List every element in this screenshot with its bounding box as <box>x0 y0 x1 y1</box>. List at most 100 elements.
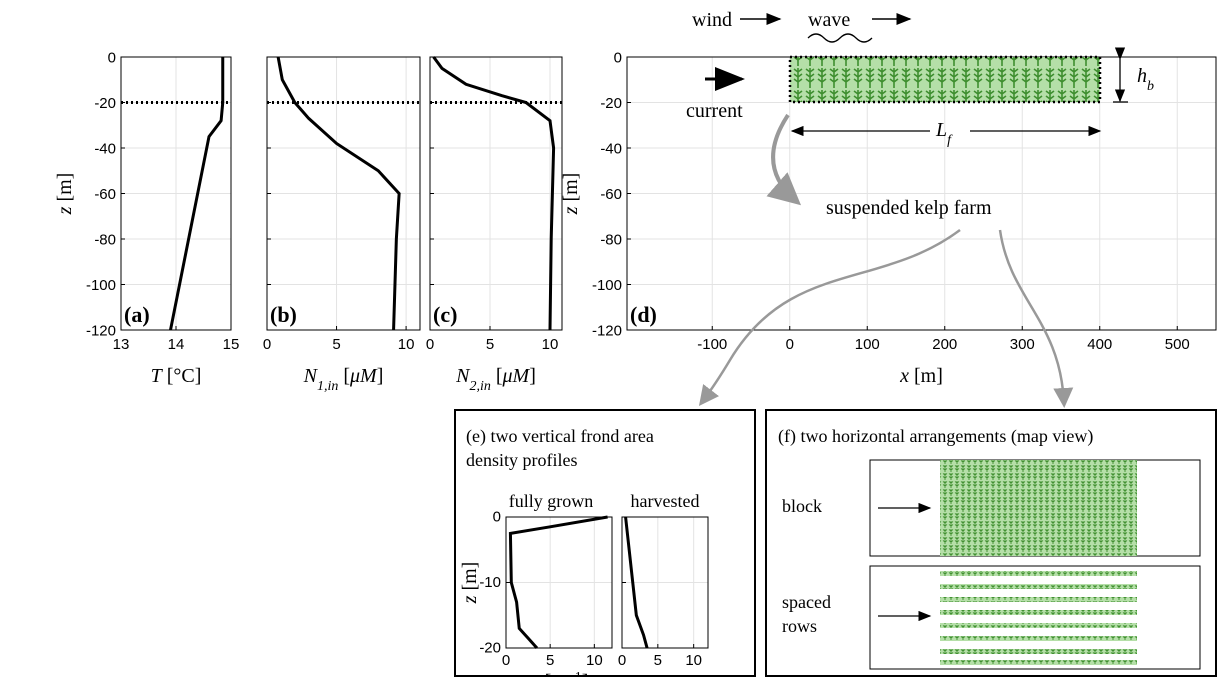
y-tick-label: -80 <box>94 231 116 248</box>
x-axis-label: T [°C] <box>151 365 202 387</box>
x-tick-label: 14 <box>168 336 185 353</box>
y-tick-label: 0 <box>614 49 622 66</box>
x-tick-label: 300 <box>1010 336 1035 353</box>
label-part: [°C] <box>162 365 202 387</box>
label-part: −1 <box>567 670 582 677</box>
label-part: T <box>151 365 164 387</box>
label-part: [m] <box>459 562 481 596</box>
block-farm <box>940 460 1137 556</box>
wave-label: wave <box>808 9 850 31</box>
label-part: [m] <box>560 173 582 207</box>
label-part: ] <box>377 365 384 387</box>
label-part: z <box>54 206 76 215</box>
axes-box <box>429 56 563 331</box>
label-part: [m] <box>54 173 76 207</box>
lf-label: Lf <box>935 119 953 148</box>
e-title: density profiles <box>466 450 577 470</box>
axes-box <box>120 56 232 331</box>
y-tick-label: -20 <box>479 640 501 657</box>
label-part: ] <box>582 671 589 677</box>
profile-line <box>276 56 401 331</box>
x-tick-label: 10 <box>542 336 559 353</box>
label-part: [ <box>338 365 350 387</box>
kelp-farm <box>788 55 1102 104</box>
label-part: ] <box>529 365 536 387</box>
label-part: μM <box>502 365 531 387</box>
y-tick-label: -100 <box>592 277 622 294</box>
x-tick-label: 5 <box>332 336 340 353</box>
x-tick-label: 0 <box>618 652 626 669</box>
panel-f-box <box>765 409 1217 677</box>
label-part: x <box>899 365 909 387</box>
x-tick-label: 400 <box>1087 336 1112 353</box>
panel-e-box <box>454 409 756 677</box>
x-tick-label: 15 <box>223 336 240 353</box>
panel-label: (d) <box>630 302 657 327</box>
label-part: N <box>455 365 471 387</box>
label-part: z <box>459 595 481 604</box>
hb-label: hb <box>1137 65 1154 94</box>
x-tick-label: 0 <box>263 336 271 353</box>
y-axis-label: z [m] <box>459 562 481 605</box>
label-part: a <box>530 671 540 677</box>
farm-label: suspended kelp farm <box>826 197 992 219</box>
y-tick-label: -80 <box>600 231 622 248</box>
farm-arrow <box>766 113 802 206</box>
x-tick-label: 0 <box>502 652 510 669</box>
x-tick-label: 10 <box>685 652 702 669</box>
y-tick-label: -40 <box>600 140 622 157</box>
label-part: 2,in <box>469 379 490 394</box>
label-part: [m] <box>909 365 943 387</box>
label-part: 1,in <box>317 379 338 394</box>
chart-title: fully grown <box>509 491 594 511</box>
x-axis-label: a [m−1] <box>530 670 589 677</box>
label-part: N <box>303 365 319 387</box>
y-axis-label: z [m] <box>54 173 76 216</box>
x-tick-label: 500 <box>1165 336 1190 353</box>
panel-label: (b) <box>270 302 297 327</box>
axes-box <box>505 516 613 649</box>
rows-label: spaced <box>782 592 831 612</box>
f-title: (f) two horizontal arrangements (map vie… <box>778 426 1093 447</box>
y-axis-label: z [m] <box>560 173 582 216</box>
y-tick-label: -10 <box>479 574 501 591</box>
label-part: h <box>1137 65 1147 87</box>
label-part: [m <box>540 671 568 677</box>
profile-line <box>508 515 608 650</box>
rows-label: rows <box>782 616 817 636</box>
wave-squiggle <box>807 33 873 43</box>
y-tick-label: 0 <box>493 509 501 526</box>
y-tick-label: 0 <box>108 49 116 66</box>
link-e <box>698 228 961 406</box>
rows <box>940 571 1137 665</box>
x-axis-label: x [m] <box>899 365 943 387</box>
x-tick-label: 5 <box>546 652 554 669</box>
x-tick-label: 10 <box>398 336 415 353</box>
x-tick-label: 0 <box>426 336 434 353</box>
y-tick-label: -60 <box>94 186 116 203</box>
label-part: L <box>935 119 947 141</box>
y-tick-label: -60 <box>600 186 622 203</box>
y-tick-label: -20 <box>94 95 116 112</box>
y-tick-label: -100 <box>86 277 116 294</box>
panel-label: (c) <box>433 302 457 327</box>
y-tick-label: -120 <box>86 322 116 339</box>
panel-label: (a) <box>124 302 150 327</box>
x-tick-label: 5 <box>654 652 662 669</box>
block-label: block <box>782 496 822 516</box>
profile-line <box>432 56 556 331</box>
x-axis-label: N1,in [μM] <box>303 365 384 394</box>
e-title: (e) two vertical frond area <box>466 426 654 447</box>
label-part: μM <box>349 365 378 387</box>
label-part: z <box>560 206 582 215</box>
profile-line <box>624 516 649 649</box>
current-label: current <box>686 100 743 122</box>
x-tick-label: 100 <box>855 336 880 353</box>
x-tick-label: 200 <box>932 336 957 353</box>
profile-line <box>169 57 225 331</box>
axes-box <box>266 56 421 331</box>
axes-box <box>621 516 709 649</box>
label-part: f <box>947 133 953 148</box>
x-tick-label: 0 <box>786 336 794 353</box>
